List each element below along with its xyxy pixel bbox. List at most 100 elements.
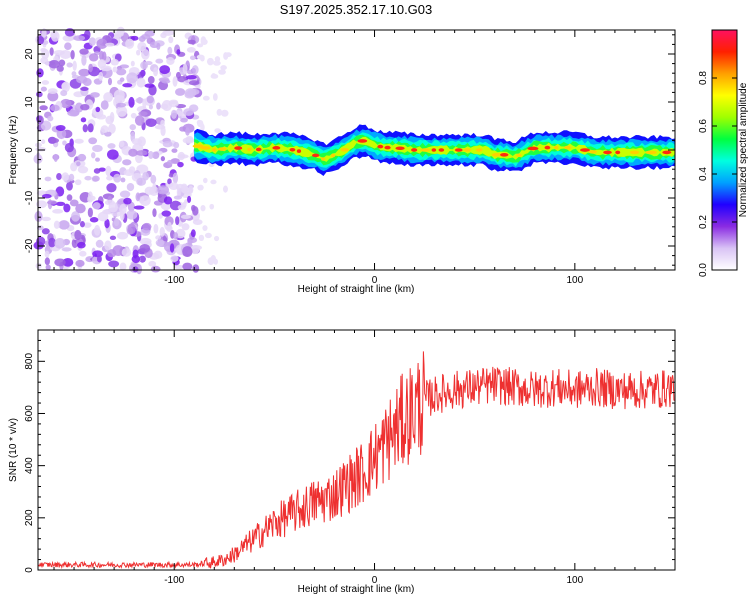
snr-y-tick-label: 0 <box>24 567 35 573</box>
spectrogram-x-tick-label: 0 <box>372 275 378 286</box>
noise-blob <box>141 49 150 60</box>
noise-blob <box>186 69 194 75</box>
noise-blob <box>190 229 196 238</box>
noise-blob <box>166 159 173 166</box>
noise-blob <box>125 38 135 49</box>
ridge-peak <box>544 145 551 150</box>
ridge-peak <box>321 157 326 161</box>
noise-blob <box>154 124 166 130</box>
noise-blob <box>104 240 112 251</box>
noise-blob <box>41 228 50 235</box>
noise-blob <box>140 61 149 70</box>
noise-blob <box>116 102 127 108</box>
noise-blob <box>131 138 143 145</box>
noise-blob <box>136 49 141 56</box>
noise-blob <box>64 42 72 51</box>
noise-blob <box>117 200 125 205</box>
colorbar-tick-label: 0.0 <box>698 263 709 277</box>
spectrogram-frame <box>37 29 676 271</box>
noise-blob <box>37 36 45 45</box>
noise-blob <box>196 43 204 48</box>
noise-blob <box>175 216 180 226</box>
noise-blob <box>104 218 110 229</box>
noise-blob <box>76 161 81 167</box>
noise-blob <box>200 204 206 212</box>
noise-blob <box>191 204 196 212</box>
noise-blob <box>74 138 84 144</box>
noise-blob <box>80 103 90 111</box>
noise-blob <box>145 118 157 127</box>
snr-frame <box>37 329 676 571</box>
noise-blob <box>141 33 151 40</box>
noise-blob <box>133 205 145 210</box>
snr-y-tick-label: 800 <box>24 353 35 370</box>
noise-blob <box>87 197 93 203</box>
noise-blob <box>173 195 183 200</box>
noise-blob <box>152 151 160 159</box>
ridge-peak <box>296 149 302 153</box>
noise-blob <box>61 82 69 90</box>
noise-blob <box>192 219 203 226</box>
noise-blob <box>160 103 169 110</box>
noise-blob <box>152 182 157 193</box>
noise-blob <box>62 34 74 42</box>
noise-blob <box>87 207 93 218</box>
noise-blob <box>71 211 81 222</box>
noise-blob <box>162 141 173 148</box>
noise-blob <box>35 200 48 209</box>
noise-blob <box>100 125 109 134</box>
noise-blob <box>170 255 179 262</box>
noise-blob <box>77 153 87 162</box>
noise-blob <box>212 60 221 66</box>
snr-y-tick-label: 600 <box>24 405 35 422</box>
noise-blob <box>88 37 96 46</box>
ridge-peak <box>200 146 211 150</box>
noise-blob <box>137 41 147 52</box>
noise-blob <box>116 231 129 240</box>
noise-blob <box>185 75 197 80</box>
noise-blob <box>54 258 66 267</box>
noise-blob <box>119 190 131 198</box>
noise-blob <box>116 105 128 117</box>
spectrogram-x-axis-label: Height of straight line (km) <box>298 284 415 295</box>
spectrogram-y-tick-label: 0 <box>24 147 35 153</box>
noise-blob <box>185 127 190 136</box>
noise-blob <box>106 175 113 181</box>
ridge-peak <box>662 150 672 155</box>
noise-blob <box>47 91 59 102</box>
noise-blob <box>152 208 157 218</box>
noise-blob <box>79 48 89 55</box>
ridge-peak <box>255 147 262 152</box>
noise-blob <box>172 172 179 184</box>
noise-blob <box>45 61 50 66</box>
noise-blob <box>129 124 137 131</box>
spectrogram-x-tick-label: -100 <box>164 275 184 286</box>
noise-blob <box>164 216 174 227</box>
noise-blob <box>61 247 72 252</box>
noise-blob <box>130 112 137 119</box>
noise-blob <box>144 186 155 195</box>
noise-blob <box>74 229 82 241</box>
noise-blob <box>211 73 217 78</box>
noise-blob <box>146 95 154 104</box>
noise-blob <box>139 255 146 263</box>
noise-blob <box>214 56 221 63</box>
snr-x-tick-label: -100 <box>164 575 184 586</box>
noise-blob <box>123 197 132 205</box>
spectrogram-y-tick-label: 20 <box>24 48 35 60</box>
noise-blob <box>163 196 173 205</box>
noise-blob <box>153 250 163 259</box>
colorbar: 0.0 0.2 0.4 0.6 0.8 Normalized spectral ampl… <box>698 29 749 277</box>
noise-blob <box>67 110 80 117</box>
noise-blob <box>126 210 138 220</box>
noise-blob <box>202 95 210 101</box>
noise-blob <box>95 239 104 248</box>
noise-blob <box>181 223 190 231</box>
spectrogram-y-axis-label: Frequency (Hz) <box>8 116 19 185</box>
noise-blob <box>180 214 191 219</box>
noise-blob <box>97 59 107 69</box>
noise-blob <box>71 71 77 77</box>
noise-blob <box>161 79 171 84</box>
noise-blob <box>197 184 204 191</box>
noise-blob <box>77 166 89 174</box>
